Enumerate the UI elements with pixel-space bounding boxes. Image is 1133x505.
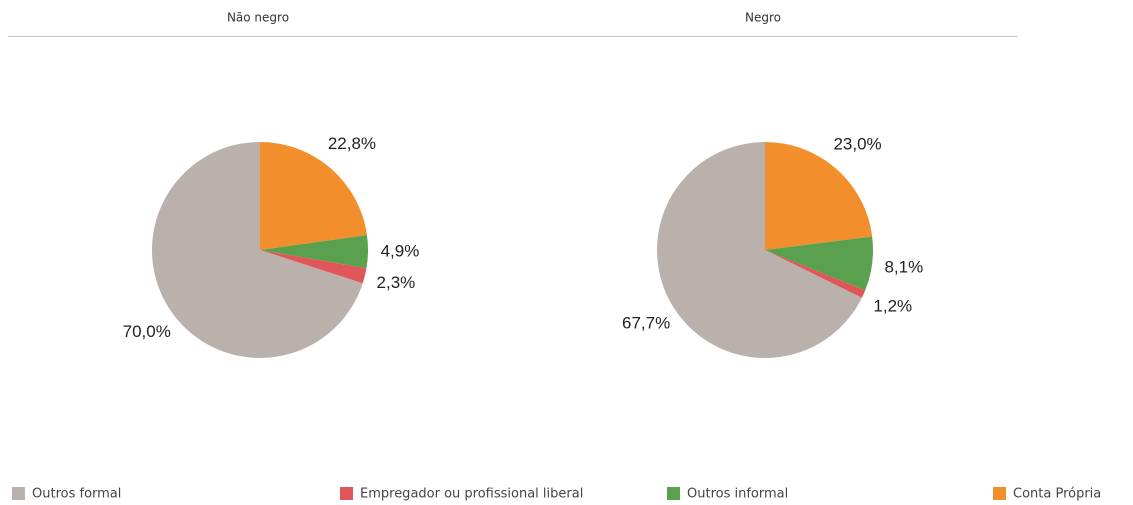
value-label: 1,2%: [873, 297, 912, 316]
legend-label: Empregador ou profissional liberal: [360, 487, 583, 502]
legend-swatch: [993, 487, 1006, 500]
legend-swatch: [667, 487, 680, 500]
legend-swatch: [340, 487, 353, 500]
value-label: 8,1%: [884, 257, 923, 276]
pie-slice: [152, 142, 363, 358]
value-label: 23,0%: [833, 134, 881, 153]
legend-label: Outros formal: [32, 487, 121, 502]
pie-slice: [657, 142, 862, 358]
value-label: 70,0%: [123, 322, 171, 341]
pie-slice: [260, 235, 369, 269]
legend-label: Conta Própria: [1013, 487, 1101, 502]
value-label: 67,7%: [622, 313, 670, 332]
pie-slice: [765, 142, 873, 250]
value-label: 2,3%: [377, 273, 416, 292]
pie-slice: [765, 250, 866, 298]
pie-slice: [260, 142, 367, 250]
pie-slice: [260, 250, 367, 284]
legend-label: Outros informal: [687, 487, 788, 502]
pie-slice: [765, 236, 873, 291]
value-label: 4,9%: [381, 242, 420, 261]
value-label: 22,8%: [328, 134, 376, 153]
legend-swatch: [12, 487, 25, 500]
chart-title: Negro: [745, 11, 781, 25]
chart-title: Não negro: [227, 11, 289, 25]
